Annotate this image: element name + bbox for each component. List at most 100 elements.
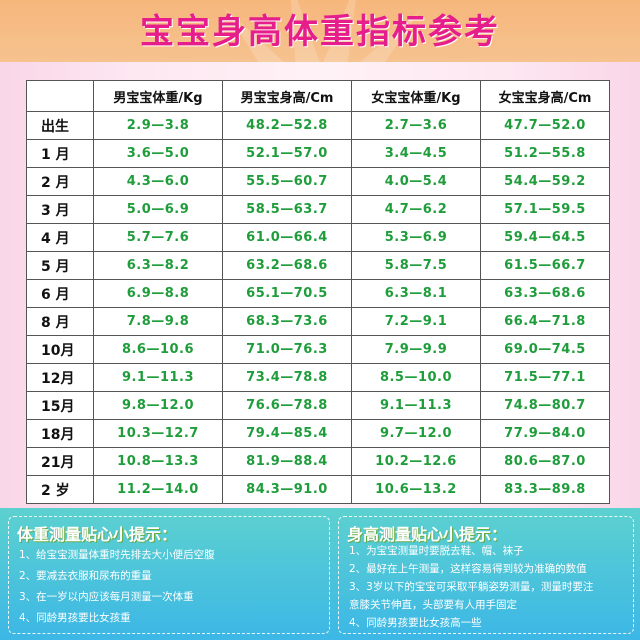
column-header-boy-weight: 男宝宝体重/Kg — [93, 80, 223, 112]
table-row: 18月 10.3—12.7 79.4—85.4 9.7—12.0 77.9—84.0 — [26, 419, 610, 448]
weight-tip-item: 2、要减去衣服和尿布的重量 — [19, 570, 152, 582]
value-cell: 9.8—12.0 — [93, 391, 223, 420]
value-cell: 68.3—73.6 — [222, 307, 352, 336]
table-row: 15月 9.8—12.0 76.6—78.8 9.1—11.3 74.8—80.7 — [26, 391, 610, 420]
growth-table: 男宝宝体重/Kg 男宝宝身高/Cm 女宝宝体重/Kg 女宝宝身高/Cm 出生 2.… — [26, 80, 610, 504]
page-title: 宝宝身高体重指标参考 — [140, 12, 500, 52]
age-cell: 2 月 — [26, 167, 94, 196]
value-cell: 71.5—77.1 — [480, 363, 610, 392]
value-cell: 63.2—68.6 — [222, 251, 352, 280]
table-panel: 男宝宝体重/Kg 男宝宝身高/Cm 女宝宝体重/Kg 女宝宝身高/Cm 出生 2.… — [0, 62, 640, 508]
value-cell: 6.3—8.1 — [351, 279, 481, 308]
age-cell: 8 月 — [26, 307, 94, 336]
value-cell: 47.7—52.0 — [480, 111, 610, 140]
age-cell: 2 岁 — [26, 475, 94, 504]
value-cell: 10.3—12.7 — [93, 419, 223, 448]
value-cell: 58.5—63.7 — [222, 195, 352, 224]
table-row: 6 月 6.9—8.8 65.1—70.5 6.3—8.1 63.3—68.6 — [26, 279, 610, 308]
value-cell: 80.6—87.0 — [480, 447, 610, 476]
height-tip-item: 2、最好在上午测量，这样容易得到较为准确的数值 — [349, 563, 587, 575]
table-row: 1 月 3.6—5.0 52.1—57.0 3.4—4.5 51.2—55.8 — [26, 139, 610, 168]
age-cell: 6 月 — [26, 279, 94, 308]
value-cell: 5.0—6.9 — [93, 195, 223, 224]
value-cell: 10.8—13.3 — [93, 447, 223, 476]
value-cell: 4.3—6.0 — [93, 167, 223, 196]
table-row: 10月 8.6—10.6 71.0—76.3 7.9—9.9 69.0—74.5 — [26, 335, 610, 364]
value-cell: 52.1—57.0 — [222, 139, 352, 168]
value-cell: 10.2—12.6 — [351, 447, 481, 476]
table-row: 2 岁 11.2—14.0 84.3—91.0 10.6—13.2 83.3—89.8 — [26, 475, 610, 504]
age-cell: 18月 — [26, 419, 94, 448]
value-cell: 63.3—68.6 — [480, 279, 610, 308]
table-row: 2 月 4.3—6.0 55.5—60.7 4.0—5.4 54.4—59.2 — [26, 167, 610, 196]
value-cell: 9.1—11.3 — [93, 363, 223, 392]
value-cell: 51.2—55.8 — [480, 139, 610, 168]
value-cell: 61.0—66.4 — [222, 223, 352, 252]
value-cell: 5.3—6.9 — [351, 223, 481, 252]
value-cell: 79.4—85.4 — [222, 419, 352, 448]
tips-footer: 体重测量贴心小提示： 1、给宝宝测量体重时先排去大小便后空腹 2、要减去衣服和尿… — [0, 508, 640, 640]
value-cell: 7.2—9.1 — [351, 307, 481, 336]
table-row: 12月 9.1—11.3 73.4—78.8 8.5—10.0 71.5—77.1 — [26, 363, 610, 392]
table-row: 8 月 7.8—9.8 68.3—73.6 7.2—9.1 66.4—71.8 — [26, 307, 610, 336]
age-cell: 12月 — [26, 363, 94, 392]
height-tips-box: 身高测量贴心小提示： 1、为宝宝测量时要脱去鞋、帽、袜子 2、最好在上午测量，这… — [338, 516, 634, 634]
value-cell: 84.3—91.0 — [222, 475, 352, 504]
value-cell: 59.4—64.5 — [480, 223, 610, 252]
value-cell: 48.2—52.8 — [222, 111, 352, 140]
value-cell: 8.5—10.0 — [351, 363, 481, 392]
age-cell: 15月 — [26, 391, 94, 420]
value-cell: 4.0—5.4 — [351, 167, 481, 196]
value-cell: 65.1—70.5 — [222, 279, 352, 308]
height-tip-item: 3、3岁以下的宝宝可采取平躺姿势测量，测量时要注 — [349, 581, 594, 593]
age-cell: 3 月 — [26, 195, 94, 224]
value-cell: 2.9—3.8 — [93, 111, 223, 140]
age-cell: 出生 — [26, 111, 94, 140]
table-row: 4 月 5.7—7.6 61.0—66.4 5.3—6.9 59.4—64.5 — [26, 223, 610, 252]
value-cell: 6.3—8.2 — [93, 251, 223, 280]
weight-tip-item: 4、同龄男孩要比女孩重 — [19, 612, 131, 624]
weight-tips-box: 体重测量贴心小提示： 1、给宝宝测量体重时先排去大小便后空腹 2、要减去衣服和尿… — [8, 516, 330, 634]
table-row: 3 月 5.0—6.9 58.5—63.7 4.7—6.2 57.1—59.5 — [26, 195, 610, 224]
value-cell: 81.9—88.4 — [222, 447, 352, 476]
column-header-girl-height: 女宝宝身高/Cm — [480, 80, 610, 112]
value-cell: 8.6—10.6 — [93, 335, 223, 364]
value-cell: 6.9—8.8 — [93, 279, 223, 308]
age-cell: 10月 — [26, 335, 94, 364]
height-tip-item: 1、为宝宝测量时要脱去鞋、帽、袜子 — [349, 545, 524, 557]
value-cell: 10.6—13.2 — [351, 475, 481, 504]
weight-tip-item: 1、给宝宝测量体重时先排去大小便后空腹 — [19, 549, 215, 561]
value-cell: 4.7—6.2 — [351, 195, 481, 224]
corner-cell — [26, 80, 94, 112]
height-tip-item: 意膝关节伸直，头部要有人用手固定 — [349, 599, 517, 611]
value-cell: 9.1—11.3 — [351, 391, 481, 420]
age-cell: 21月 — [26, 447, 94, 476]
value-cell: 3.6—5.0 — [93, 139, 223, 168]
value-cell: 5.7—7.6 — [93, 223, 223, 252]
value-cell: 77.9—84.0 — [480, 419, 610, 448]
table-header-row: 男宝宝体重/Kg 男宝宝身高/Cm 女宝宝体重/Kg 女宝宝身高/Cm — [26, 80, 610, 112]
value-cell: 2.7—3.6 — [351, 111, 481, 140]
value-cell: 54.4—59.2 — [480, 167, 610, 196]
column-header-girl-weight: 女宝宝体重/Kg — [351, 80, 481, 112]
age-cell: 4 月 — [26, 223, 94, 252]
value-cell: 9.7—12.0 — [351, 419, 481, 448]
table-row: 21月 10.8—13.3 81.9—88.4 10.2—12.6 80.6—87.0 — [26, 447, 610, 476]
value-cell: 61.5—66.7 — [480, 251, 610, 280]
weight-tips-title: 体重测量贴心小提示： — [17, 525, 178, 544]
value-cell: 76.6—78.8 — [222, 391, 352, 420]
value-cell: 69.0—74.5 — [480, 335, 610, 364]
value-cell: 71.0—76.3 — [222, 335, 352, 364]
value-cell: 11.2—14.0 — [93, 475, 223, 504]
age-cell: 1 月 — [26, 139, 94, 168]
value-cell: 7.9—9.9 — [351, 335, 481, 364]
value-cell: 57.1—59.5 — [480, 195, 610, 224]
weight-tip-item: 3、在一岁以内应该每月测量一次体重 — [19, 591, 194, 603]
value-cell: 83.3—89.8 — [480, 475, 610, 504]
table-row: 5 月 6.3—8.2 63.2—68.6 5.8—7.5 61.5—66.7 — [26, 251, 610, 280]
height-tips-title: 身高测量贴心小提示： — [347, 525, 508, 544]
title-banner: 宝宝身高体重指标参考 — [0, 0, 640, 62]
value-cell: 73.4—78.8 — [222, 363, 352, 392]
value-cell: 55.5—60.7 — [222, 167, 352, 196]
column-header-boy-height: 男宝宝身高/Cm — [222, 80, 352, 112]
